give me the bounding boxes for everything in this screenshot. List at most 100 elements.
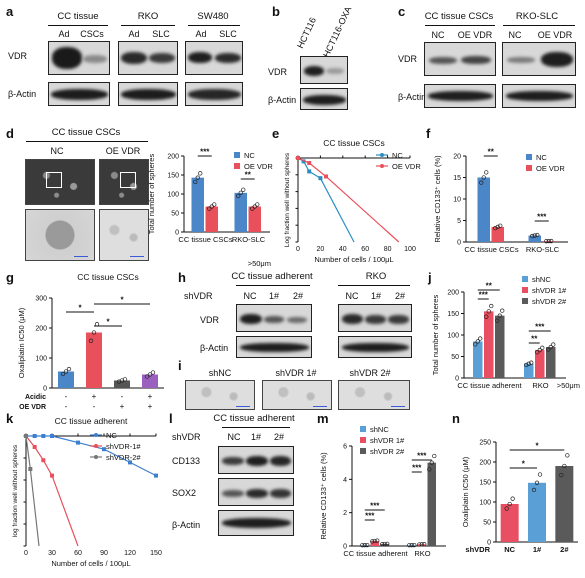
chart-j-bar-0-2 bbox=[495, 315, 505, 378]
chart-k-xtick-label-4: 120 bbox=[124, 550, 136, 557]
chart-g-dot-3-2 bbox=[150, 370, 156, 375]
chart-d: 0 50 100 150 200 Total number of spheres CC ti… bbox=[147, 148, 273, 269]
chart-f-xtick-label-0: CC tissue CSCs bbox=[464, 245, 518, 254]
blot-h-title: CC tissue adherent bbox=[231, 271, 313, 282]
chart-j-xtick-label-1: RKO bbox=[532, 381, 548, 390]
chart-f-ylabel: Relative CD133⁺ cells (%) bbox=[433, 155, 442, 243]
blot-l-row-actin: β-Actin bbox=[172, 520, 201, 530]
chart-f-dot-1-0-0 bbox=[530, 233, 535, 239]
blot-l-lane-2: 1# bbox=[250, 432, 262, 442]
panel-label-k: k bbox=[6, 411, 14, 426]
blot-c-actin-1 bbox=[424, 84, 496, 108]
chart-j-size-note: >50μm bbox=[557, 381, 580, 390]
chart-f-dot-1-0-1 bbox=[532, 233, 537, 238]
chart-n-ytick-label-1: 50 bbox=[483, 520, 491, 527]
micro-d-nc-overview bbox=[25, 159, 95, 205]
chart-k-legend-label-0: NC bbox=[106, 431, 117, 440]
chart-e-xtick-label-2: 40 bbox=[339, 246, 347, 253]
blot-a-group-rko: RKO bbox=[137, 11, 159, 22]
blot-a-lane-6: SLC bbox=[219, 29, 237, 39]
chart-n-dot-2-0 bbox=[559, 472, 564, 478]
blot-l-row-label: shVDR bbox=[172, 432, 201, 442]
chart-j-bar-0-1 bbox=[484, 311, 494, 378]
chart-j-dot-0-2-1 bbox=[497, 313, 502, 318]
panel-label-a: a bbox=[6, 4, 14, 19]
chart-d-dot-0-0-1 bbox=[195, 175, 200, 180]
blot-l-lane-3: 2# bbox=[273, 432, 285, 442]
chart-j-ylabel: Total number of spheres bbox=[431, 295, 440, 376]
chart-g-ytick-label-0: 0 bbox=[43, 386, 47, 393]
chart-k-xtick-label-3: 90 bbox=[100, 550, 108, 557]
blot-b-lane-1: HCT116 bbox=[295, 15, 319, 50]
micro-d-oe-overview bbox=[99, 159, 149, 205]
chart-g-ytick-label-3: 300 bbox=[35, 296, 47, 303]
chart-m-dot-1-0-0 bbox=[407, 543, 412, 548]
chart-j-legend-key-2 bbox=[522, 298, 528, 304]
chart-j-dot-1-1-1 bbox=[537, 347, 542, 353]
chart-e-point-1-1 bbox=[307, 161, 312, 166]
chart-m: 0 2 4 6 Relative CD133⁺ cells (%) CC tissue a… bbox=[319, 425, 446, 558]
blot-h-lane-2: 1# bbox=[268, 291, 280, 301]
chart-m-bar-1-2 bbox=[427, 462, 436, 546]
chart-d-dot-1-0-2 bbox=[241, 187, 246, 192]
chart-j-dot-0-0-0 bbox=[473, 342, 478, 347]
panel-label-c: c bbox=[398, 4, 406, 19]
panel-label-m: m bbox=[317, 411, 329, 426]
chart-f-dot-1-0-2 bbox=[535, 232, 540, 238]
chart-f-legend-key-0 bbox=[526, 154, 532, 160]
blot-b-lane-2: HCT116-OXA bbox=[321, 4, 354, 59]
chart-j-dot-0-0-1 bbox=[475, 339, 480, 344]
blot-a-lane-2: CSCs bbox=[80, 29, 104, 39]
chart-d-dot-0-1-2 bbox=[212, 202, 217, 207]
blot-c-lane-2: OE VDR bbox=[457, 30, 493, 40]
chart-d-xtick-label-0: CC tissue CSCs bbox=[178, 235, 232, 244]
chart-n-ytick-label-0: 0 bbox=[487, 540, 491, 547]
chart-j-bar-1-1 bbox=[535, 350, 545, 378]
chart-k-point-0-7 bbox=[154, 473, 158, 478]
blot-c-vdr-1 bbox=[424, 42, 496, 76]
chart-d-ytick-label-0: 0 bbox=[175, 230, 179, 237]
blot-b-row-vdr: VDR bbox=[268, 67, 288, 77]
chart-d-dot-1-0-0 bbox=[236, 193, 241, 199]
blot-h-lane-5: 1# bbox=[370, 291, 382, 301]
micro-d-nc-zoom bbox=[25, 209, 95, 261]
micro-i-col-2: shVDR 1# bbox=[275, 368, 317, 378]
blot-b-vdr bbox=[300, 56, 348, 84]
blot-a-lane-5: Ad bbox=[195, 29, 207, 39]
chart-m-sig-2: *** bbox=[417, 452, 427, 461]
chart-n-ytick-label-4: 200 bbox=[479, 460, 491, 467]
chart-g-dot-1-2 bbox=[94, 322, 100, 327]
chart-f-sig-0: ** bbox=[488, 148, 495, 157]
chart-f-sig-1: *** bbox=[537, 213, 547, 222]
chart-m-legend-label-1: shVDR 1# bbox=[370, 436, 405, 445]
blot-b-row-actin: β-Actin bbox=[268, 95, 297, 105]
chart-m-bar-0-0 bbox=[360, 545, 369, 546]
blot-a-group-sw480: SW480 bbox=[197, 11, 229, 22]
blot-c-lane-3: NC bbox=[508, 30, 522, 40]
chart-f-xtick-label-1: RKO-SLC bbox=[526, 245, 560, 254]
panel-label-d: d bbox=[6, 126, 14, 141]
chart-d-ytick-label-3: 150 bbox=[167, 173, 179, 180]
chart-m-legend-key-1 bbox=[360, 437, 366, 443]
chart-g-dot-0-1 bbox=[63, 369, 69, 374]
chart-m-legend-key-0 bbox=[360, 426, 366, 432]
chart-f-dot-0-0-2 bbox=[484, 170, 489, 175]
blot-l-lane-1: NC bbox=[227, 432, 241, 442]
blot-a-lane-1: Ad bbox=[58, 29, 70, 39]
chart-k-line-1 bbox=[25, 435, 79, 547]
blot-l-title: CC tissue adherent bbox=[213, 413, 295, 424]
chart-m-dot-1-1-0 bbox=[417, 542, 422, 547]
chart-k-xtick-label-1: 30 bbox=[48, 550, 56, 557]
chart-k-line-2 bbox=[25, 435, 40, 547]
panel-label-i: i bbox=[178, 358, 182, 373]
chart-f-ytick-label-0: 0 bbox=[457, 240, 461, 247]
chart-f-dot-0-0-0 bbox=[479, 180, 484, 185]
blot-a-actin-rko bbox=[118, 82, 178, 106]
chart-k-point-1-3 bbox=[50, 473, 54, 478]
chart-n-dot-2-2 bbox=[565, 453, 570, 458]
chart-k-point-0-5 bbox=[102, 447, 106, 452]
blot-h-lane-6: 2# bbox=[394, 291, 406, 301]
chart-j-dot-1-1-2 bbox=[540, 345, 545, 350]
chart-g-ytick-label-1: 100 bbox=[35, 356, 47, 363]
blot-l-row-cd133: CD133 bbox=[172, 456, 201, 466]
